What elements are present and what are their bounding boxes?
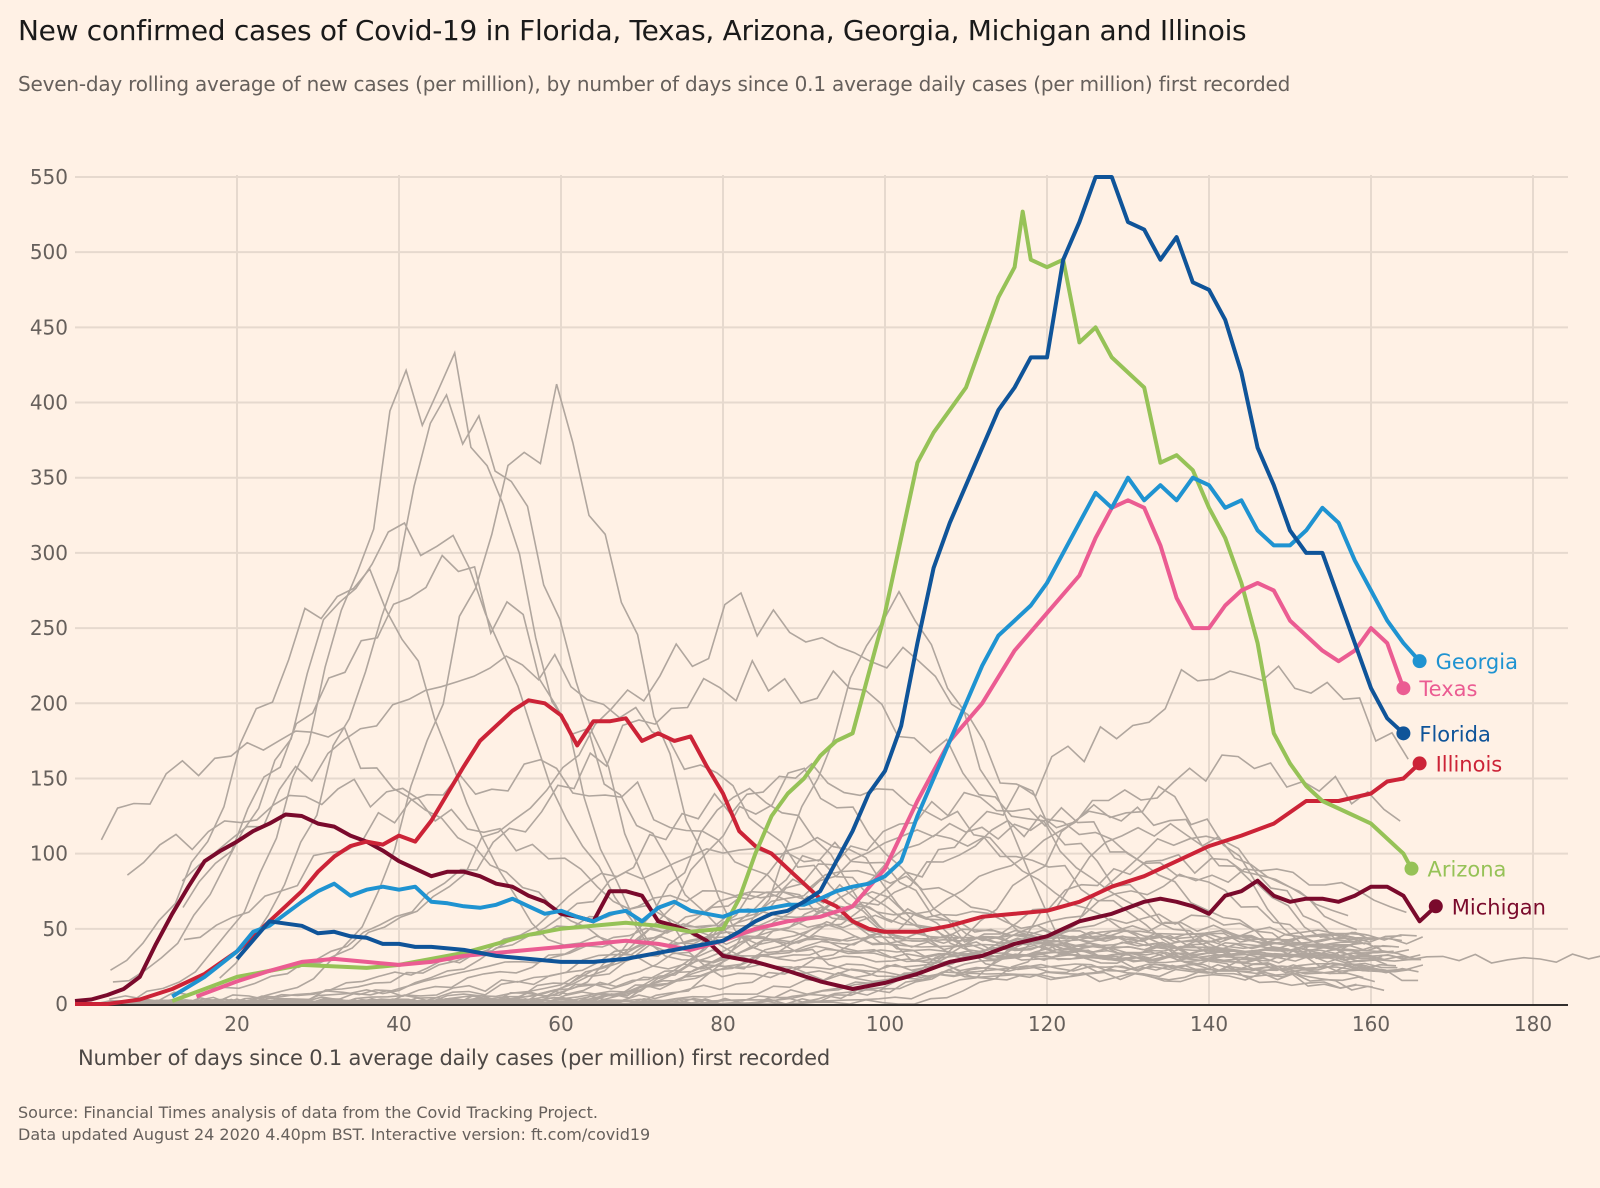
background-series-line bbox=[107, 847, 1372, 1005]
series-label-florida: Florida bbox=[1419, 722, 1490, 746]
x-tick-label: 100 bbox=[866, 1012, 904, 1036]
y-axis-ticks: 0 50 100 150 200 250 300 350 400 450 500 550 bbox=[30, 165, 68, 1016]
y-tick-label: 500 bbox=[30, 240, 68, 264]
series-label-michigan: Michigan bbox=[1452, 895, 1546, 919]
x-axis-ticks: 20 40 60 80 100 120 140 160 180 bbox=[224, 1012, 1552, 1036]
highlighted-series bbox=[74, 175, 1443, 1006]
background-series-line bbox=[151, 889, 1367, 1005]
background-series-line bbox=[126, 778, 1376, 983]
y-tick-label: 200 bbox=[30, 691, 68, 715]
series-line-texas bbox=[195, 498, 1406, 999]
y-tick-label: 150 bbox=[30, 766, 68, 790]
series-line-michigan bbox=[74, 812, 1438, 1003]
series-line-florida bbox=[235, 175, 1405, 964]
series-endpoint-florida bbox=[1396, 726, 1411, 741]
series-line-arizona bbox=[171, 209, 1414, 1003]
series-line-georgia bbox=[171, 475, 1422, 999]
x-axis-label: Number of days since 0.1 average daily c… bbox=[78, 1046, 831, 1070]
x-tick-label: 120 bbox=[1028, 1012, 1066, 1036]
y-tick-label: 250 bbox=[30, 616, 68, 640]
series-endpoint-arizona bbox=[1404, 861, 1419, 876]
series-label-georgia: Georgia bbox=[1436, 650, 1518, 674]
source-note: Source: Financial Times analysis of data… bbox=[18, 1102, 650, 1146]
y-tick-label: 350 bbox=[30, 466, 68, 490]
background-series-line bbox=[120, 835, 1417, 1005]
x-tick-label: 160 bbox=[1352, 1012, 1390, 1036]
x-tick-label: 60 bbox=[548, 1012, 573, 1036]
series-label-illinois: Illinois bbox=[1436, 752, 1503, 776]
background-series-line bbox=[181, 652, 1366, 946]
series-endpoint-texas bbox=[1396, 681, 1411, 696]
y-tick-label: 450 bbox=[30, 315, 68, 339]
background-series-line bbox=[177, 928, 1361, 1005]
x-tick-label: 180 bbox=[1514, 1012, 1552, 1036]
series-endpoint-michigan bbox=[1428, 899, 1443, 914]
y-tick-label: 300 bbox=[30, 541, 68, 565]
background-series-line bbox=[140, 905, 1421, 1005]
series-endpoint-illinois bbox=[1412, 756, 1427, 771]
y-tick-label: 50 bbox=[43, 917, 68, 941]
x-tick-label: 40 bbox=[386, 1012, 411, 1036]
background-series-line bbox=[160, 869, 1360, 1005]
y-tick-label: 100 bbox=[30, 842, 68, 866]
x-tick-label: 20 bbox=[224, 1012, 249, 1036]
background-series-line bbox=[240, 917, 1392, 1005]
series-label-texas: Texas bbox=[1418, 677, 1477, 701]
series-endpoint-georgia bbox=[1412, 654, 1427, 669]
y-tick-label: 400 bbox=[30, 391, 68, 415]
background-series-line bbox=[130, 350, 1600, 1003]
background-series-line bbox=[100, 726, 1398, 973]
y-tick-label: 0 bbox=[55, 992, 68, 1016]
source-line: Source: Financial Times analysis of data… bbox=[18, 1103, 598, 1122]
background-series-line bbox=[160, 921, 1376, 1005]
background-series-line bbox=[163, 762, 1412, 1005]
series-line-illinois bbox=[75, 698, 1421, 1006]
x-tick-label: 80 bbox=[710, 1012, 735, 1036]
x-tick-label: 140 bbox=[1190, 1012, 1228, 1036]
updated-line: Data updated August 24 2020 4.40pm BST. … bbox=[18, 1125, 651, 1144]
chart-title: New confirmed cases of Covid-19 in Flori… bbox=[18, 14, 1247, 47]
series-labels: Michigan Illinois Arizona Texas Georgia Flori… bbox=[1418, 650, 1546, 919]
chart-subtitle: Seven-day rolling average of new cases (… bbox=[18, 72, 1291, 96]
y-tick-label: 550 bbox=[30, 165, 68, 189]
series-label-arizona: Arizona bbox=[1428, 858, 1507, 882]
background-series-line bbox=[109, 591, 1373, 1002]
